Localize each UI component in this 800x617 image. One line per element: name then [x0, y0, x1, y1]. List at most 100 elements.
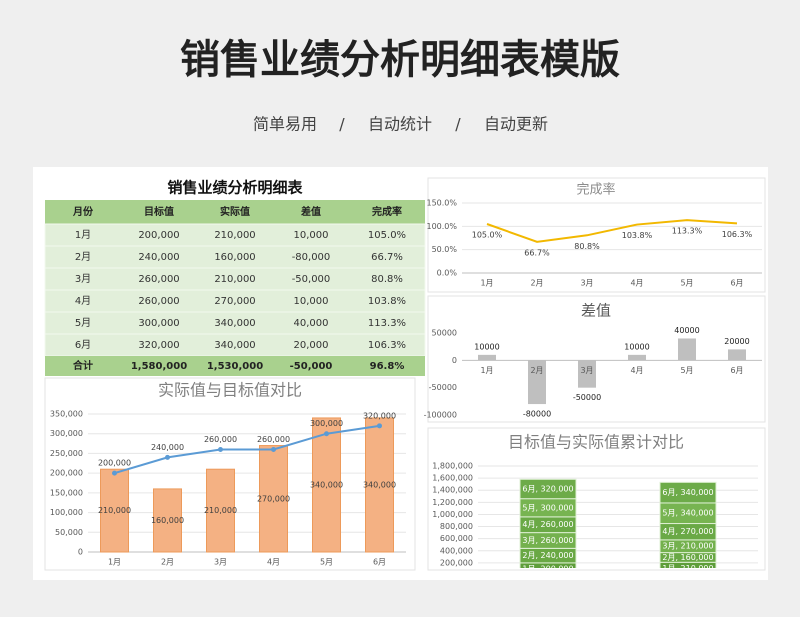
total-cell: 96.8%	[370, 361, 405, 372]
value-label: 105.0%	[472, 231, 503, 240]
table-cell: 240,000	[138, 252, 179, 263]
y-tick-label: 1,600,000	[432, 474, 473, 483]
bar-segment	[659, 481, 717, 504]
x-tick-label: 2月	[530, 366, 543, 375]
y-tick-label: 150,000	[50, 488, 83, 497]
table-cell: 20,000	[294, 340, 329, 351]
value-label: 340,000	[310, 480, 343, 489]
y-tick-label: 400,000	[440, 546, 473, 555]
table-cell: 5月	[75, 317, 91, 329]
y-tick-label: 1,200,000	[432, 498, 473, 507]
total-cell: 1,580,000	[131, 361, 187, 372]
point	[324, 431, 329, 437]
table-total	[45, 356, 425, 376]
table-cell: 105.0%	[368, 230, 406, 241]
value-label: 320,000	[363, 411, 396, 420]
y-tick-label: 300,000	[50, 429, 83, 438]
x-tick-label: 1月	[480, 279, 493, 288]
table-cell: 4月	[75, 295, 91, 307]
table-cell: 103.8%	[368, 296, 406, 307]
chart	[462, 202, 762, 274]
value-label: 106.3%	[722, 230, 753, 239]
value-label: -80000	[523, 410, 551, 419]
line	[114, 424, 380, 475]
table-cell: 2月	[75, 251, 91, 263]
table-cell: 340,000	[214, 340, 255, 351]
chart-frame	[427, 295, 766, 423]
chart-frame	[427, 177, 766, 293]
x-tick-label: 6月	[730, 366, 743, 375]
value-label: 80.8%	[574, 242, 600, 251]
tag: 简单易用	[253, 115, 317, 134]
value-label: 260,000	[204, 435, 237, 444]
table-cell: 80.8%	[371, 274, 403, 285]
point	[218, 446, 223, 452]
value-label: 270,000	[257, 494, 290, 503]
value-label: 3月, 210,000	[662, 542, 713, 551]
x-tick-label: 4月	[630, 279, 643, 288]
table-cell: 10,000	[294, 296, 329, 307]
point	[271, 446, 276, 452]
value-label: 3月, 260,000	[522, 536, 573, 545]
chart-title: 目标值与实际值累计对比	[508, 433, 684, 452]
x-tick-label: 1月	[108, 558, 121, 567]
value-label: 103.8%	[622, 231, 653, 240]
y-tick-label: -100000	[424, 411, 457, 420]
y-tick-label: 600,000	[440, 534, 473, 543]
chart: 1月, 200,000 2月, 240,000 3月, 260,000 4月, 260…	[478, 465, 758, 573]
value-label: 4月, 270,000	[662, 527, 713, 536]
value-label: 40000	[674, 326, 699, 335]
x-tick-label: 4月	[267, 558, 280, 567]
value-label: 210,000	[98, 506, 131, 515]
value-label: 4月, 260,000	[522, 520, 573, 529]
value-label: 160,000	[151, 516, 184, 525]
chart-frame	[44, 377, 416, 571]
y-tick-label: 50,000	[55, 528, 83, 537]
chart	[462, 338, 762, 405]
y-tick-label: 150.0%	[426, 199, 457, 208]
table-cell: 66.7%	[371, 252, 403, 263]
table-cell: -50,000	[292, 274, 331, 285]
value-label: 1月, 200,000	[522, 564, 573, 573]
y-tick-label: 800,000	[440, 522, 473, 531]
value-label: 260,000	[257, 435, 290, 444]
column-header: 月份	[72, 205, 94, 218]
x-tick-label: 6月	[730, 279, 743, 288]
value-label: 2月, 160,000	[662, 553, 713, 562]
value-label: 200,000	[98, 459, 131, 468]
y-tick-label: 100,000	[50, 508, 83, 517]
table-cell: 210,000	[214, 274, 255, 285]
table-cell: 1月	[75, 229, 91, 241]
x-tick-label: 2月	[161, 558, 174, 567]
column-header: 目标值	[144, 205, 174, 218]
x-tick-label: 4月	[630, 366, 643, 375]
y-tick-label: 50.0%	[432, 245, 458, 254]
value-label: 5月, 340,000	[662, 509, 713, 518]
value-label: 300,000	[310, 419, 343, 428]
x-tick-label: 5月	[320, 558, 333, 567]
bar	[206, 468, 235, 553]
x-tick-label: 3月	[214, 558, 227, 567]
separator: /	[455, 115, 461, 134]
value-label: 2月, 240,000	[522, 551, 573, 560]
bar	[365, 417, 394, 553]
bar	[312, 417, 341, 553]
y-tick-label: 0	[452, 356, 457, 365]
value-label: 340,000	[363, 480, 396, 489]
table-cell: 340,000	[214, 318, 255, 329]
bar	[628, 354, 646, 361]
table-cell: 260,000	[138, 296, 179, 307]
line	[486, 219, 738, 243]
y-tick-label: 1,400,000	[432, 486, 473, 495]
tag: 自动统计	[368, 115, 432, 134]
bar	[678, 338, 696, 361]
value-label: 6月, 340,000	[662, 488, 713, 497]
x-tick-label: 5月	[680, 279, 693, 288]
x-tick-label: 5月	[680, 366, 693, 375]
table-cell: 270,000	[214, 296, 255, 307]
bar	[578, 360, 596, 388]
chart-title: 完成率	[576, 182, 615, 198]
x-tick-label: 3月	[580, 279, 593, 288]
y-tick-label: 0.0%	[437, 269, 458, 278]
